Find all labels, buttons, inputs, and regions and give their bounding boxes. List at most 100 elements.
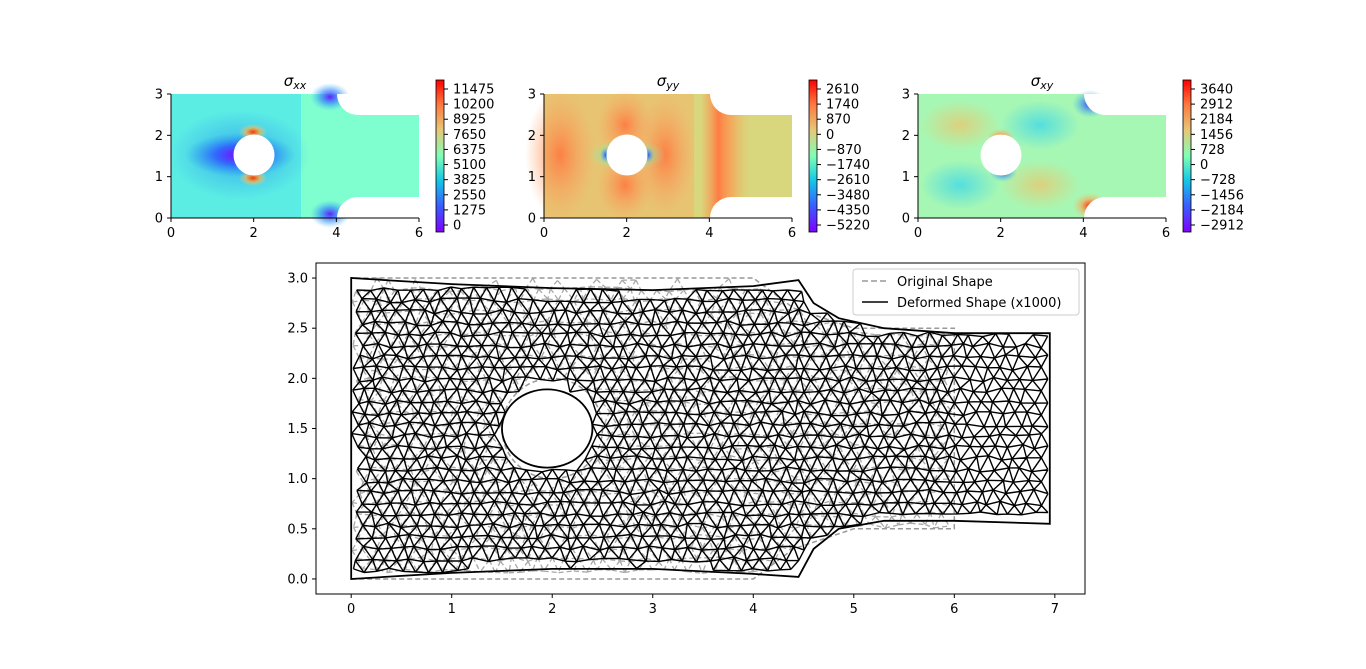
colorbar-tick-label: −1740 [826, 158, 870, 173]
colorbar-tick-label: 5100 [453, 158, 486, 173]
y-tick-label: 1 [528, 170, 536, 185]
colorbar-tick-label: −4350 [826, 203, 870, 218]
heatmap-sigma-xy [918, 90, 1166, 220]
x-tick-label: 4 [705, 226, 713, 241]
panel-sigma-xx: 0 2 4 6 0 1 2 3 σxx 114751020089257650637551003… [155, 72, 495, 241]
x-tick-label: 5 [850, 602, 858, 617]
legend-original-label: Original Shape [897, 275, 993, 290]
y-tick-label: 2.5 [287, 322, 308, 337]
colorbar-tick-label: 2912 [1200, 98, 1233, 113]
y-tick-label: 3 [528, 88, 536, 103]
colorbar-tick-label: −2912 [1200, 219, 1244, 234]
colorbar-tick-label: 10200 [453, 98, 494, 113]
panel-mesh: 0 1 2 3 4 5 6 7 0.0 0.5 1.0 1.5 2.0 2.5 3.0 Original S… [287, 262, 1086, 617]
legend-deformed-label: Deformed Shape (x1000) [897, 296, 1061, 311]
mesh-edges [351, 286, 1049, 574]
y-tick-label: 3 [902, 88, 910, 103]
y-tick-label: 0 [528, 212, 536, 227]
colorbar-tick-label: −728 [1200, 173, 1236, 188]
colorbar-tick-label: 1456 [1200, 128, 1233, 143]
y-tick-label: 2 [902, 129, 910, 144]
x-tick-label: 6 [1162, 226, 1170, 241]
colorbar-tick-label: 2550 [453, 188, 486, 203]
x-tick-label: 6 [788, 226, 796, 241]
x-tick-label: 4 [332, 226, 340, 241]
colorbar-tick-label: 7650 [453, 128, 486, 143]
ticks-sigma-xx: 0 2 4 6 0 1 2 3 [155, 88, 423, 242]
x-tick-label: 0 [540, 226, 548, 241]
colorbar-tick-label: −1456 [1200, 188, 1244, 203]
colorbar-tick-label: 11475 [453, 83, 494, 98]
y-tick-label: 0.5 [287, 522, 308, 537]
colorbar-tick-label: 0 [453, 219, 461, 234]
x-tick-label: 0 [914, 226, 922, 241]
colorbar-tick-label: 6375 [453, 143, 486, 158]
y-tick-label: 1.0 [287, 472, 308, 487]
x-tick-label: 2 [548, 602, 556, 617]
colorbar-sigma-yy [809, 80, 817, 232]
y-tick-label: 2 [528, 129, 536, 144]
heatmap-sigma-yy [525, 90, 792, 220]
mesh-edges [351, 277, 953, 574]
colorbar-tick-label: −5220 [826, 219, 870, 234]
x-tick-label: 6 [950, 602, 958, 617]
colorbar-tick-label: 0 [826, 128, 834, 143]
y-tick-label: 3 [155, 88, 163, 103]
x-tick-label: 3 [649, 602, 657, 617]
title-sigma-xx: σxx [284, 72, 307, 92]
colorbar-tick-label: 0 [1200, 158, 1208, 173]
x-tick-label: 4 [1079, 226, 1087, 241]
y-tick-label: 0 [155, 212, 163, 227]
mesh-hole [501, 388, 594, 469]
colorbar-sigma-xx [436, 80, 444, 232]
x-tick-label: 7 [1051, 602, 1059, 617]
x-tick-label: 2 [997, 226, 1005, 241]
x-tick-label: 4 [749, 602, 757, 617]
colorbar-tick-label: 8925 [453, 113, 486, 128]
axes-sigma-yy [543, 94, 792, 219]
y-tick-label: 0 [902, 212, 910, 227]
axes-sigma-xy [917, 94, 1166, 219]
mesh-outline [350, 277, 1051, 580]
colorbar-tick-label: 2184 [1200, 113, 1233, 128]
colorbar-tick-label: 3825 [453, 173, 486, 188]
ticks-mesh: 0 1 2 3 4 5 6 7 0.0 0.5 1.0 1.5 2.0 2.5 3.0 [287, 272, 1059, 617]
y-tick-label: 3.0 [287, 272, 308, 287]
x-tick-label: 2 [623, 226, 631, 241]
y-tick-label: 1.5 [287, 422, 308, 437]
colorbar-ticks-sigma-yy: 261017408700−870−1740−2610−3480−4350−522… [817, 83, 870, 234]
y-tick-label: 0.0 [287, 572, 308, 587]
y-tick-label: 2 [155, 129, 163, 144]
y-tick-label: 2.0 [287, 372, 308, 387]
axes-sigma-xx [170, 94, 419, 219]
heatmap-sigma-xx [170, 83, 419, 228]
x-tick-label: 2 [250, 226, 258, 241]
colorbar-tick-label: −3480 [826, 188, 870, 203]
ticks-sigma-yy: 0 2 4 6 0 1 2 3 [528, 88, 796, 242]
x-tick-label: 0 [347, 602, 355, 617]
legend: Original Shape Deformed Shape (x1000) [852, 268, 1080, 316]
x-tick-label: 0 [167, 226, 175, 241]
x-tick-label: 6 [415, 226, 423, 241]
ticks-sigma-xy: 0 2 4 6 0 1 2 3 [902, 88, 1170, 242]
colorbar-tick-label: −2184 [1200, 203, 1244, 218]
colorbar-tick-label: 1275 [453, 203, 486, 218]
y-tick-label: 1 [902, 170, 910, 185]
series-deformed-shape [350, 277, 1051, 580]
colorbar-tick-label: 1740 [826, 98, 859, 113]
x-tick-label: 1 [448, 602, 456, 617]
colorbar-tick-label: 728 [1200, 143, 1225, 158]
colorbar-tick-label: 2610 [826, 83, 859, 98]
title-sigma-xy: σxy [1031, 72, 1054, 92]
colorbar-tick-label: 870 [826, 113, 851, 128]
colorbar-tick-label: 3640 [1200, 83, 1233, 98]
title-sigma-yy: σyy [657, 72, 680, 92]
colorbar-tick-label: −2610 [826, 173, 870, 188]
colorbar-tick-label: −870 [826, 143, 862, 158]
colorbar-sigma-xy [1183, 80, 1191, 232]
